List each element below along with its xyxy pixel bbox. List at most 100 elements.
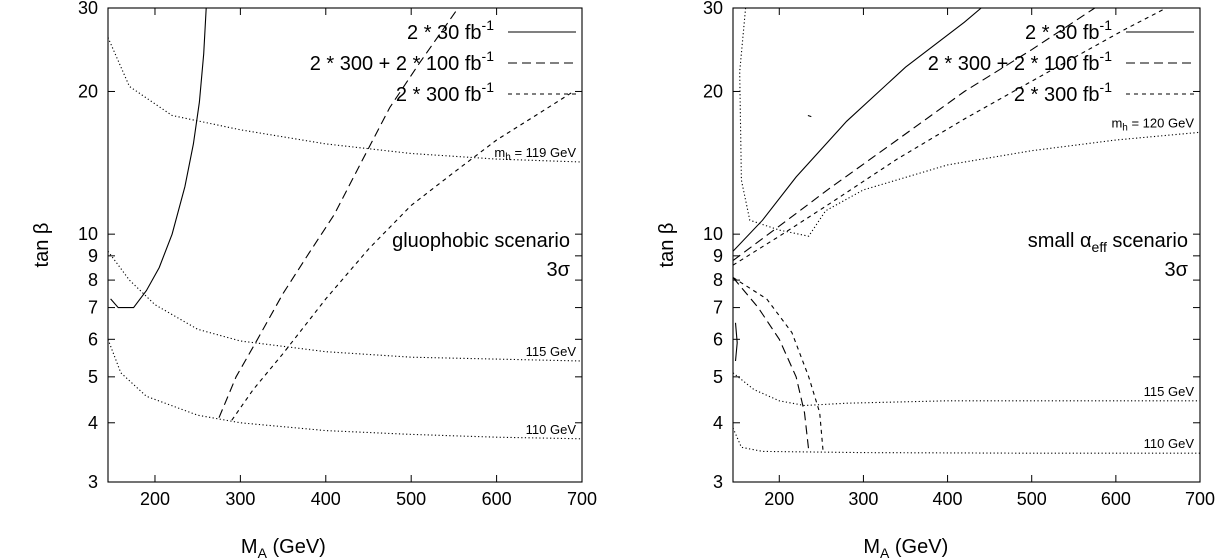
y-tick-label: 8: [88, 270, 98, 290]
mh-label-rest: = 120 GeV: [1128, 115, 1194, 130]
x-tick-label: 400: [933, 489, 963, 509]
series-curve-short-dashed: [733, 8, 1167, 266]
x-tick-label: 700: [567, 489, 597, 509]
x-tick-label: 300: [225, 489, 255, 509]
series-curve-dashed: [218, 8, 459, 418]
significance-label: 3σ: [547, 259, 571, 281]
mh-contour-label: 110 GeV: [1144, 436, 1195, 451]
x-axis-label-sub: A: [258, 545, 268, 558]
x-axis-label-unit: (GeV): [267, 536, 326, 558]
series-curve-short-dashed: [733, 277, 824, 451]
plot-area: [108, 8, 582, 440]
scenario-label-a: small α: [1028, 230, 1092, 252]
legend-entry-sup: -1: [482, 48, 495, 64]
plot-frame: [732, 7, 1201, 483]
legend-entry-sup: -1: [1100, 48, 1113, 64]
x-axis-label-unit: (GeV): [889, 536, 948, 558]
y-tick-label: 20: [78, 81, 98, 101]
mh-contour-line: [733, 372, 1200, 407]
scenario-label: small αeff scenario: [1028, 230, 1188, 255]
series-curve-solid: [807, 114, 812, 118]
series-curve-solid: [734, 322, 738, 362]
mh-label-main: m: [494, 145, 505, 160]
y-tick-label: 6: [713, 329, 723, 349]
y-axis-label: tan β: [656, 223, 678, 268]
y-tick-label: 5: [713, 367, 723, 387]
legend-entry-text: 2 * 300 fb: [396, 84, 482, 106]
mh-contour-line: [108, 339, 582, 440]
x-axis-label-main: M: [863, 536, 880, 558]
legend-entry-text: 2 * 30 fb: [407, 22, 482, 44]
mh-contour-label: 115 GeV: [526, 344, 577, 359]
mh-label-rest: = 119 GeV: [511, 145, 576, 160]
x-axis-label-main: M: [241, 536, 258, 558]
mh-label-sub: h: [1122, 122, 1128, 133]
legend-entry-sup: -1: [482, 79, 495, 95]
y-tick-label: 9: [88, 246, 98, 266]
legend-entry: 2 * 300 + 2 * 100 fb-1: [310, 48, 494, 75]
mh-contour-label: mh = 119 GeV: [494, 145, 576, 163]
y-tick-label: 5: [88, 367, 98, 387]
x-axis-label: MA (GeV): [241, 536, 326, 558]
y-tick-label: 9: [713, 246, 723, 266]
y-tick-label: 20: [703, 81, 723, 101]
x-tick-label: 700: [1185, 489, 1215, 509]
y-tick-label: 8: [713, 270, 723, 290]
legend-entry: 2 * 300 fb-1: [1014, 79, 1112, 106]
series-curve-dashed: [733, 277, 810, 451]
legend-entry: 2 * 300 + 2 * 100 fb-1: [928, 48, 1112, 75]
mh-contour-label: 110 GeV: [526, 422, 577, 437]
y-axis-label: tan β: [31, 223, 53, 268]
scenario-label-b: scenario: [1107, 230, 1188, 252]
left-panel-gluophobic: 200 300 400 500 600 700 3 4 5 6 7 8 910 20 30 MA (GeV) t…: [31, 0, 597, 558]
y-tick-label: 4: [713, 413, 723, 433]
plot-frame: [107, 7, 583, 483]
y-tick-label: 7: [713, 298, 723, 318]
y-tick-label: 3: [88, 472, 98, 492]
legend-entry-text: 2 * 30 fb: [1025, 22, 1100, 44]
mh-contour-line: [733, 427, 1200, 454]
x-axis-label-sub: A: [880, 545, 890, 558]
series-curve-solid: [110, 8, 207, 309]
y-tick-label: 4: [88, 413, 98, 433]
scenario-label-sub: eff: [1092, 239, 1107, 255]
significance-label: 3σ: [1165, 259, 1189, 281]
series-curve-short-dashed: [231, 91, 574, 421]
x-tick-label: 300: [848, 489, 878, 509]
series-curve-solid: [733, 8, 982, 252]
x-tick-label: 600: [482, 489, 512, 509]
y-tick-label: 3: [713, 472, 723, 492]
mh-contour-label: 115 GeV: [1144, 384, 1195, 399]
x-tick-label: 500: [396, 489, 426, 509]
y-tick-label: 30: [78, 0, 98, 18]
scenario-label: gluophobic scenario: [392, 230, 570, 252]
mh-label-main: m: [1111, 115, 1122, 130]
legend-entry: 2 * 30 fb-1: [407, 17, 494, 44]
x-tick-label: 500: [1017, 489, 1047, 509]
plot-area: [733, 8, 1200, 454]
mh-contour-line: [108, 37, 582, 163]
series-curve-dashed: [733, 8, 1096, 261]
x-axis-label: MA (GeV): [863, 536, 948, 558]
x-tick-label: 200: [140, 489, 170, 509]
legend-entry-text: 2 * 300 fb: [1014, 84, 1100, 106]
legend-entry-text: 2 * 300 + 2 * 100 fb: [928, 53, 1100, 75]
y-tick-label: 10: [78, 224, 98, 244]
legend-entry: 2 * 300 fb-1: [396, 79, 494, 106]
legend-entry: 2 * 30 fb-1: [1025, 17, 1112, 44]
legend-entry-sup: -1: [1100, 17, 1113, 33]
x-tick-label: 600: [1101, 489, 1131, 509]
legend-entry-sup: -1: [482, 17, 495, 33]
mh-label-sub: h: [505, 152, 511, 163]
mh-contour-label: mh = 120 GeV: [1111, 115, 1194, 133]
legend-entry-text: 2 * 300 + 2 * 100 fb: [310, 53, 482, 75]
mh-contour-line: [108, 250, 582, 362]
y-tick-label: 6: [88, 329, 98, 349]
x-tick-label: 200: [764, 489, 794, 509]
x-tick-label: 400: [311, 489, 341, 509]
y-tick-label: 7: [88, 298, 98, 318]
y-tick-label: 30: [703, 0, 723, 18]
y-tick-label: 10: [703, 224, 723, 244]
legend-entry-sup: -1: [1100, 79, 1113, 95]
